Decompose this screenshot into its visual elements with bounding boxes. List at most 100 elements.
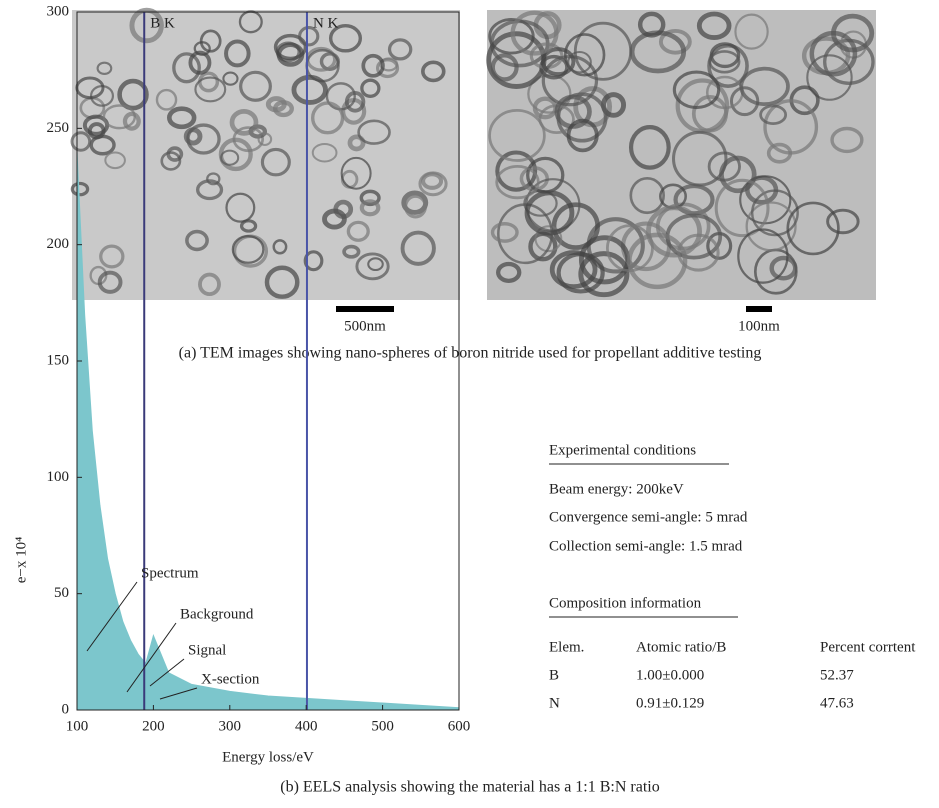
particle	[333, 199, 354, 219]
particle	[367, 257, 384, 272]
particle	[387, 38, 413, 61]
particle	[696, 11, 732, 40]
particle	[239, 70, 272, 102]
particle	[786, 201, 840, 256]
x-tick-label: 600	[448, 718, 471, 734]
condition: Collection semi-angle: 1.5 mrad	[549, 538, 743, 554]
y-tick-label: 150	[47, 352, 70, 368]
particle	[628, 125, 671, 170]
particle	[563, 33, 606, 77]
particle	[117, 78, 149, 111]
particle	[222, 71, 239, 86]
y-axis-label: e−x 10⁴	[13, 537, 29, 584]
particle	[527, 74, 572, 114]
particle	[831, 13, 875, 53]
particle	[627, 232, 688, 290]
table-header: Atomic ratio/B	[636, 639, 726, 655]
particle	[637, 11, 666, 38]
edge-label: B K	[150, 15, 175, 31]
particle	[830, 126, 864, 154]
particle	[231, 234, 265, 264]
table-cell: 52.37	[820, 667, 854, 683]
y-tick-label: 100	[47, 469, 70, 485]
particle	[671, 130, 728, 187]
particle	[375, 58, 400, 79]
particle	[737, 228, 789, 284]
particle	[239, 219, 258, 233]
particle	[70, 181, 90, 197]
particle	[578, 251, 630, 298]
particle	[510, 10, 559, 56]
particle	[260, 147, 291, 177]
particle	[188, 50, 212, 75]
particle	[750, 189, 799, 237]
particle	[311, 142, 338, 163]
particle	[534, 225, 563, 253]
particle	[97, 270, 123, 294]
particle	[355, 252, 390, 281]
particle	[495, 164, 540, 200]
edge-label: N K	[313, 15, 339, 31]
particle	[206, 172, 221, 186]
caption: (b) EELS analysis showing the material h…	[280, 779, 659, 796]
particle	[89, 134, 116, 156]
x-tick-label: 200	[142, 718, 165, 734]
x-tick-label: 300	[219, 718, 242, 734]
particle	[769, 255, 798, 281]
particle	[229, 108, 259, 136]
particle	[346, 220, 370, 242]
particle	[257, 132, 273, 147]
particle	[490, 222, 519, 243]
particle	[357, 119, 391, 145]
particle	[99, 244, 125, 269]
particle	[160, 151, 182, 171]
particle	[122, 111, 141, 131]
particle	[104, 151, 126, 170]
particle	[359, 199, 381, 217]
particle	[734, 13, 769, 50]
particle	[195, 179, 224, 201]
particle	[70, 131, 92, 152]
particle	[691, 95, 729, 133]
particle	[155, 88, 178, 111]
annotation: Spectrum	[141, 565, 199, 581]
table-cell: N	[549, 695, 560, 711]
particle	[551, 202, 600, 250]
table-cell: 0.91±0.129	[636, 695, 704, 711]
annotation-leader	[126, 622, 177, 693]
annotation-leader	[159, 687, 198, 700]
particle	[629, 176, 665, 215]
particle	[714, 178, 770, 238]
particle	[806, 54, 853, 101]
particle	[172, 52, 201, 84]
particle	[567, 50, 592, 74]
y-tick-label: 0	[62, 701, 70, 717]
particle	[707, 151, 741, 182]
x-tick-label: 100	[66, 718, 89, 734]
particle	[303, 250, 324, 272]
particle	[729, 86, 760, 117]
particle	[490, 53, 519, 82]
annotation: X-section	[201, 671, 260, 687]
scale-bar	[746, 306, 772, 312]
particle	[185, 229, 209, 252]
x-axis-label: Energy loss/eV	[222, 749, 314, 765]
particle	[421, 60, 446, 83]
particle	[342, 244, 361, 259]
particle	[759, 104, 788, 125]
particle	[549, 250, 598, 289]
particle	[708, 50, 741, 74]
particle	[183, 127, 203, 146]
particle	[167, 106, 197, 130]
particle	[102, 104, 136, 130]
particle	[264, 265, 300, 299]
condition: Beam energy: 200keV	[549, 481, 684, 497]
particle	[739, 66, 790, 107]
particle	[199, 29, 222, 53]
particle	[265, 96, 287, 113]
particle	[826, 208, 860, 235]
y-tick-label: 200	[47, 236, 70, 252]
particle	[360, 78, 381, 98]
annotation: Signal	[188, 642, 226, 658]
